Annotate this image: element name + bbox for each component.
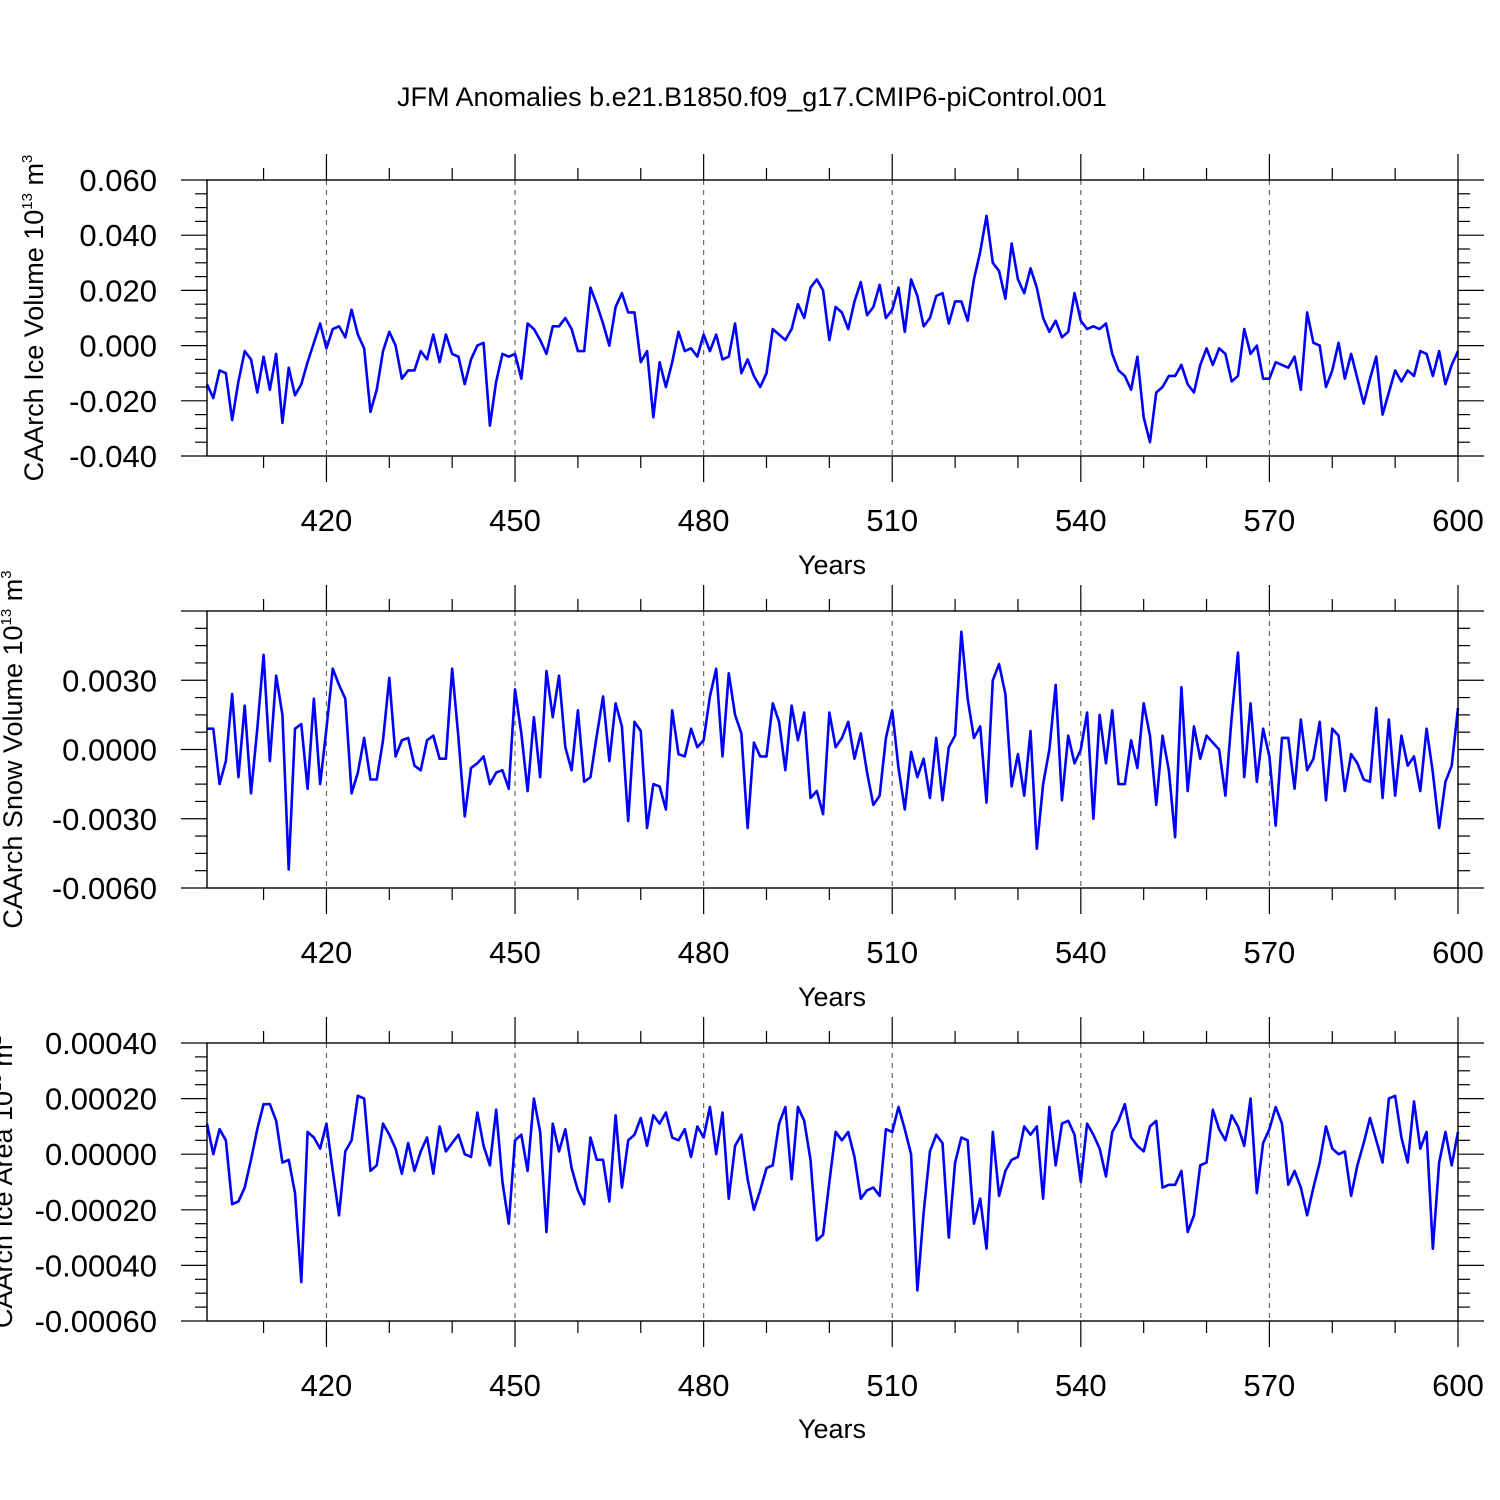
x-tick-label: 480 xyxy=(678,503,730,538)
plot-frame xyxy=(206,1042,1459,1322)
y-axis-label-unit: m xyxy=(0,579,28,609)
y-tick-label: 0.00000 xyxy=(45,1137,157,1172)
y-tick-label: 0.040 xyxy=(79,218,157,253)
y-tick-label: 0.060 xyxy=(79,163,157,198)
x-tick-label: 480 xyxy=(678,1368,730,1403)
y-tick-label: 0.000 xyxy=(79,329,157,364)
x-tick-label: 450 xyxy=(489,1368,541,1403)
y-axis-label-unit-exponent: 3 xyxy=(19,155,36,163)
y-tick-label: -0.0030 xyxy=(52,802,157,837)
x-tick-label: 570 xyxy=(1244,935,1296,970)
x-axis-label: Years xyxy=(798,1414,866,1444)
chart-panel-2: 420 450 480 510 540 570 600 -0.0060 -0.0030 0.000… xyxy=(0,570,1484,1012)
x-tick-label: 600 xyxy=(1432,503,1484,538)
series-line-1 xyxy=(205,1094,1460,1292)
panels: 420 450 480 510 540 570 600 -0.040 -0.020 0.000 0.… xyxy=(0,154,1484,1444)
y-tick-label: -0.00020 xyxy=(35,1193,157,1228)
x-tick-label: 540 xyxy=(1055,1368,1107,1403)
x-tick-label: 540 xyxy=(1055,503,1107,538)
plot-frame xyxy=(206,179,1459,457)
y-tick-label: 0.0000 xyxy=(62,733,157,768)
x-tick-label: 510 xyxy=(866,1368,918,1403)
y-axis-label: CAArch Ice Volume 1013 m3 xyxy=(19,155,49,482)
y-axis-label-exponent: 13 xyxy=(0,1074,5,1091)
y-tick-label: 0.0030 xyxy=(62,663,157,698)
y-tick-label: 0.00040 xyxy=(45,1026,157,1061)
y-axis-label: CAArch Snow Volume 1013 m3 xyxy=(0,570,28,928)
y-tick-label: 0.00020 xyxy=(45,1082,157,1117)
series-line-1 xyxy=(207,630,1460,871)
x-tick-label: 600 xyxy=(1432,935,1484,970)
series-line-1 xyxy=(205,214,1460,444)
y-tick-label: -0.020 xyxy=(69,384,157,419)
plot-frame xyxy=(206,610,1459,889)
y-axis-label-text: CAArch Snow Volume 10 xyxy=(0,625,28,928)
y-axis-label-unit-exponent: 2 xyxy=(0,1036,5,1044)
y-axis-label-text: CAArch Ice Volume 10 xyxy=(19,210,49,482)
x-tick-label: 480 xyxy=(678,935,730,970)
x-tick-label: 540 xyxy=(1055,935,1107,970)
x-tick-label: 510 xyxy=(866,503,918,538)
y-axis-label-exponent: 13 xyxy=(19,193,36,210)
y-axis-label-exponent: 13 xyxy=(0,609,15,626)
y-tick-label: -0.00060 xyxy=(35,1304,157,1339)
y-axis-label-text: CAArch Ice Area 10 xyxy=(0,1091,18,1328)
x-tick-label: 450 xyxy=(489,935,541,970)
x-tick-label: 510 xyxy=(866,935,918,970)
y-tick-label: -0.0060 xyxy=(52,871,157,906)
x-tick-label: 570 xyxy=(1244,503,1296,538)
x-tick-label: 420 xyxy=(301,1368,353,1403)
x-axis-label: Years xyxy=(798,982,866,1012)
x-tick-label: 420 xyxy=(301,503,353,538)
x-tick-label: 600 xyxy=(1432,1368,1484,1403)
y-axis-label: CAArch Ice Area 1013 m2 xyxy=(0,1036,18,1328)
x-axis-label: Years xyxy=(798,550,866,580)
chart-panel-3: 420 450 480 510 540 570 600 -0.00060 -0.00040 -0.… xyxy=(0,1017,1484,1444)
y-tick-label: -0.00040 xyxy=(35,1248,157,1283)
figure-title: JFM Anomalies b.e21.B1850.f09_g17.CMIP6-… xyxy=(397,82,1107,112)
x-tick-label: 450 xyxy=(489,503,541,538)
x-tick-label: 570 xyxy=(1244,1368,1296,1403)
y-axis-label-unit: m xyxy=(19,163,49,193)
y-tick-label: 0.020 xyxy=(79,273,157,308)
y-axis-label-unit: m xyxy=(0,1044,18,1074)
x-tick-label: 420 xyxy=(301,935,353,970)
y-axis-label-unit-exponent: 3 xyxy=(0,570,15,578)
y-tick-label: -0.040 xyxy=(69,439,157,474)
chart-panel-1: 420 450 480 510 540 570 600 -0.040 -0.020 0.000 0.… xyxy=(19,154,1484,580)
